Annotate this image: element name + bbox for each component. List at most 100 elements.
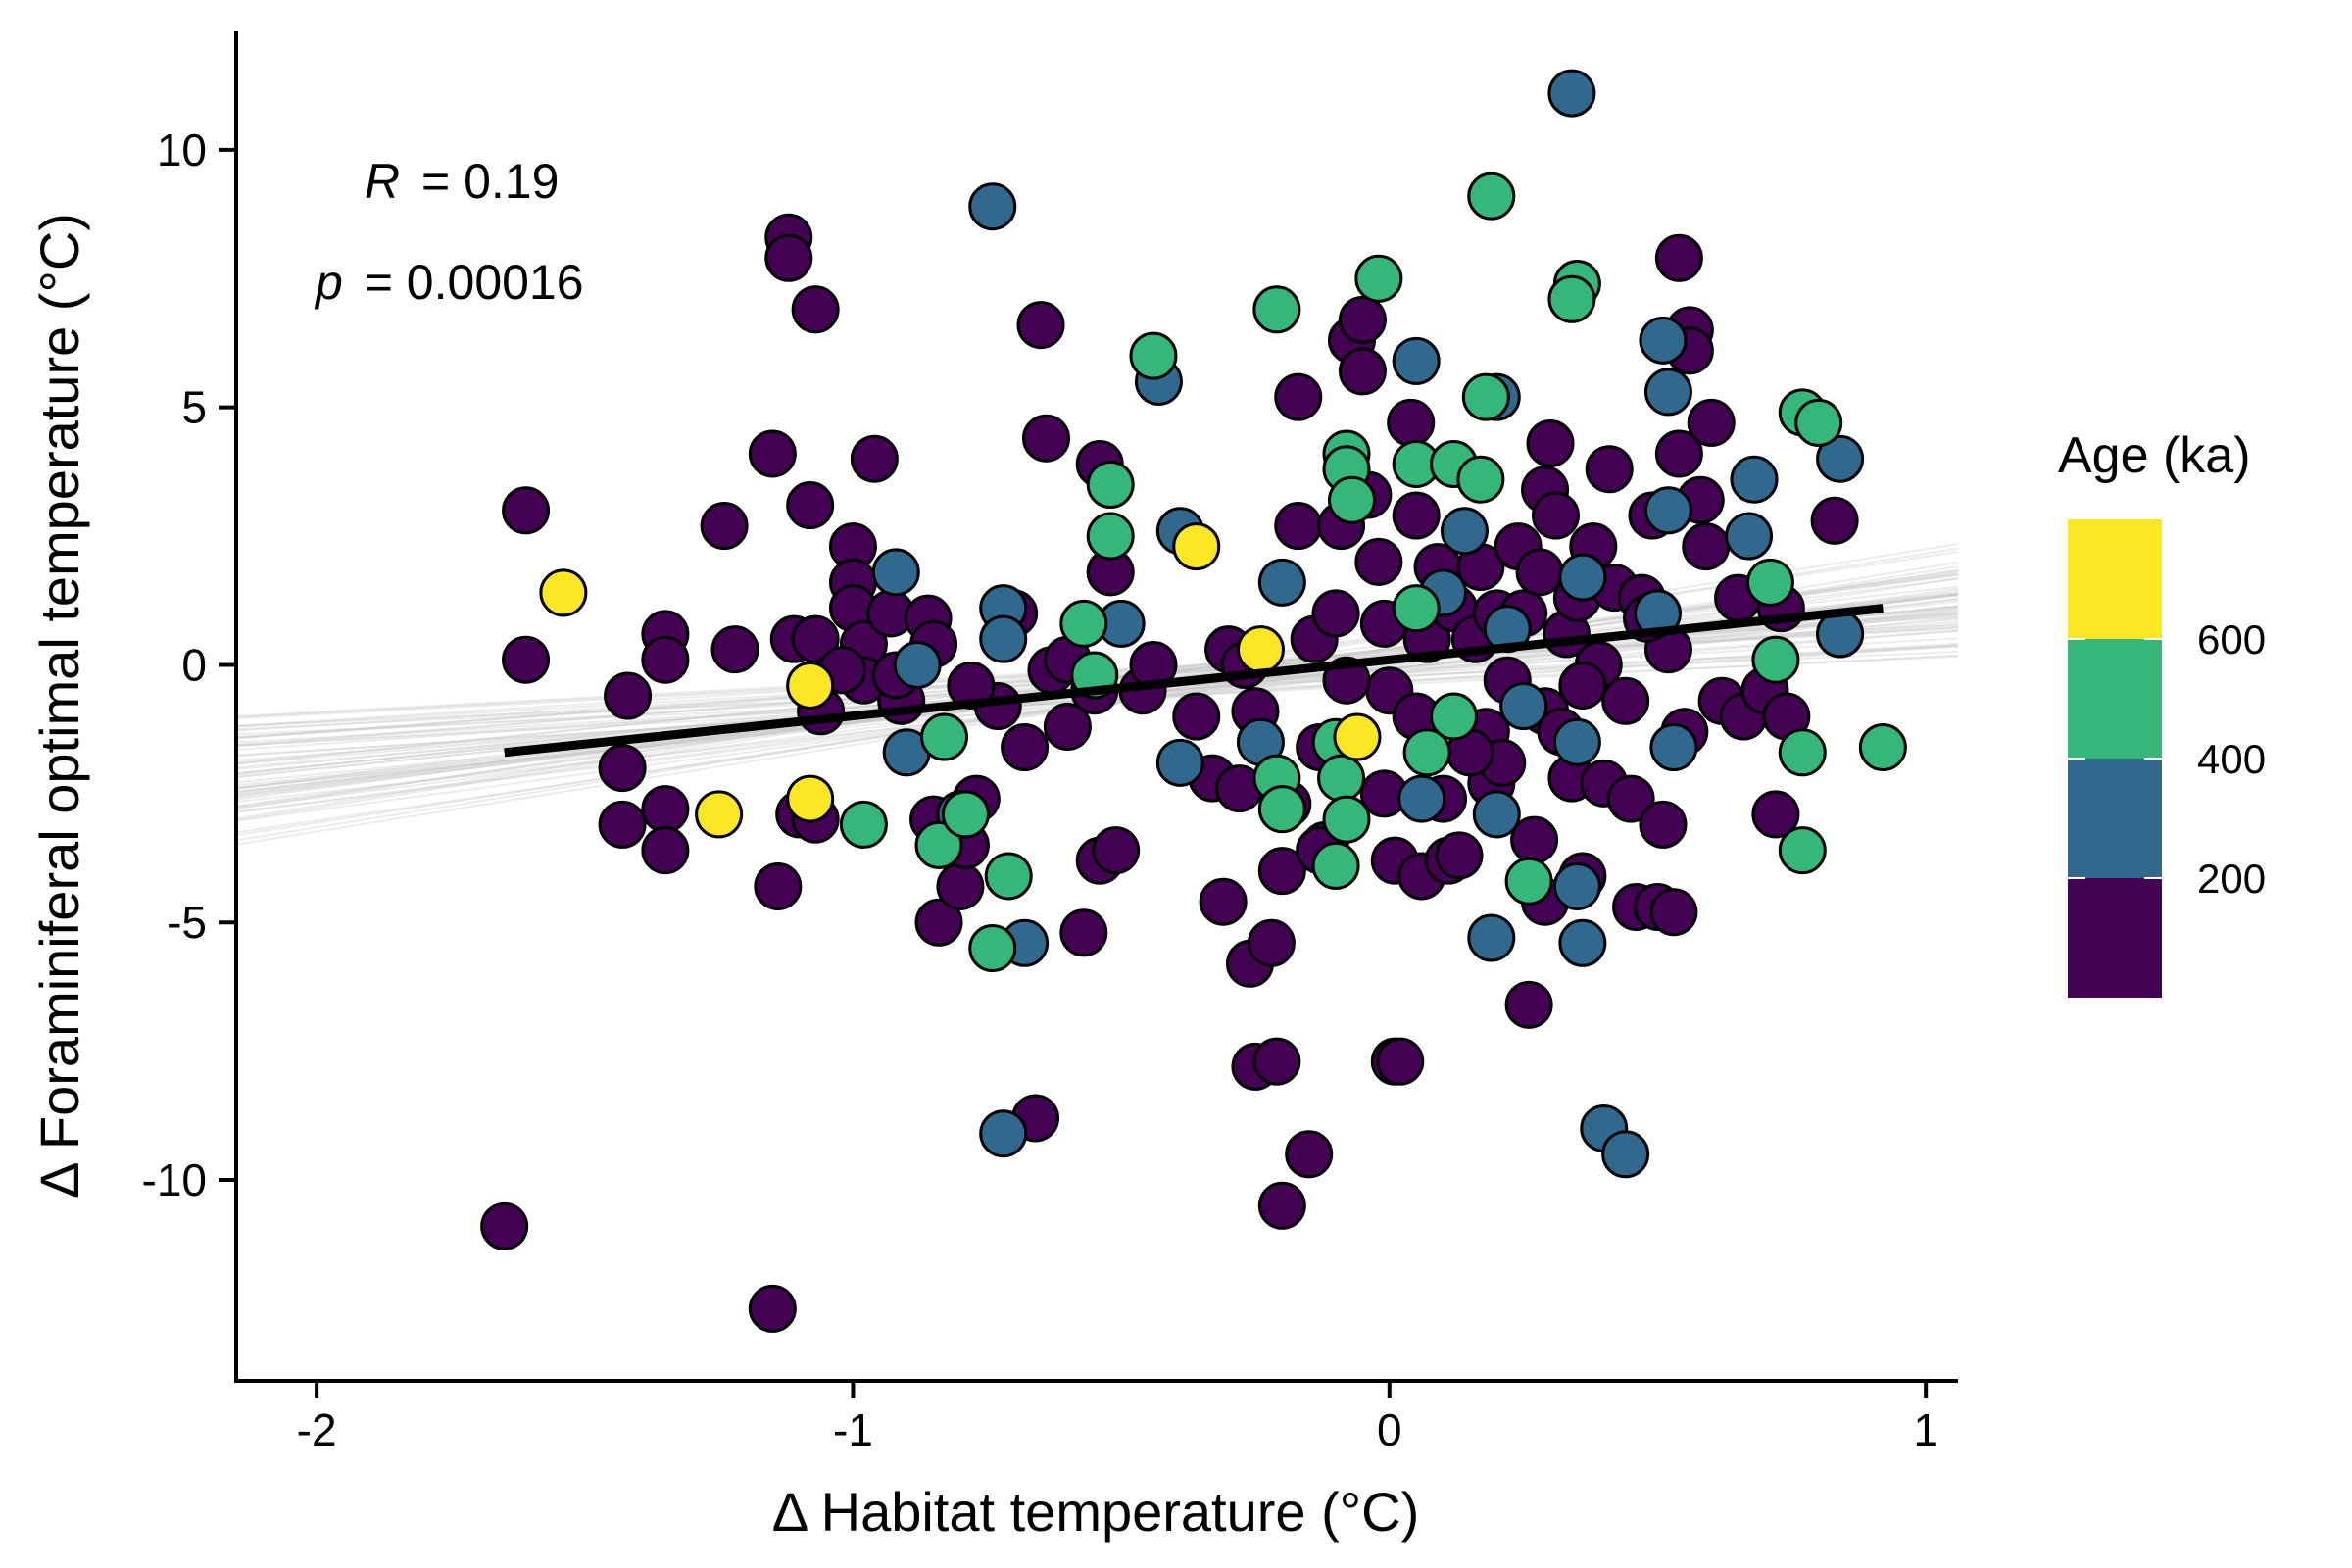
y-tick-label: 10 <box>157 124 207 175</box>
data-point <box>1333 712 1382 761</box>
data-point <box>1552 861 1601 910</box>
data-point <box>1499 682 1548 730</box>
data-point <box>968 924 1017 973</box>
data-point <box>1654 233 1703 282</box>
data-point <box>764 233 813 282</box>
data-point <box>1472 790 1521 839</box>
data-point <box>984 852 1033 901</box>
y-axis-ticks: -10 -5 0 5 10 <box>142 124 236 1205</box>
data-point <box>1745 558 1794 607</box>
data-point <box>1751 790 1800 839</box>
p-statistic: p = 0.00016 <box>314 255 584 310</box>
data-point <box>979 614 1028 663</box>
x-tick-label: 1 <box>1913 1404 1938 1455</box>
data-point <box>1456 455 1505 504</box>
data-point <box>1172 522 1221 571</box>
data-point <box>1547 274 1596 323</box>
data-point <box>604 671 653 720</box>
data-point <box>748 1284 797 1333</box>
data-point <box>598 800 647 849</box>
data-point <box>1059 908 1108 957</box>
data-point <box>1274 372 1323 421</box>
data-point <box>539 568 588 617</box>
r-label: R <box>365 154 400 209</box>
data-point <box>1311 841 1360 890</box>
data-point <box>1585 445 1634 494</box>
legend-title: Age (ka) <box>2058 427 2251 484</box>
data-point <box>1155 738 1204 787</box>
data-point <box>695 790 744 839</box>
data-point <box>1317 754 1366 803</box>
data-point <box>893 640 942 689</box>
data-point <box>1397 774 1446 823</box>
data-point <box>1236 625 1285 674</box>
y-tick-label: 0 <box>181 639 207 690</box>
data-point <box>786 774 835 823</box>
data-point <box>979 1109 1028 1158</box>
data-point <box>1440 507 1489 556</box>
legend-label: 400 <box>2197 736 2266 782</box>
legend-color-bin <box>2068 878 2162 998</box>
data-point <box>1199 877 1248 926</box>
data-point <box>641 635 690 684</box>
data-point <box>1086 461 1135 510</box>
data-point <box>1751 635 1800 684</box>
legend-labels: 600 400 200 <box>2068 616 2266 902</box>
data-point <box>871 548 920 597</box>
data-point <box>786 661 835 710</box>
data-point <box>1639 316 1688 365</box>
x-tick-label: -2 <box>297 1404 337 1455</box>
data-point <box>710 625 760 674</box>
data-point <box>1606 774 1655 823</box>
data-point <box>968 182 1017 231</box>
data-point <box>1257 558 1306 607</box>
data-point <box>1531 491 1580 540</box>
regression-line <box>504 604 1884 758</box>
data-point <box>1172 692 1221 741</box>
data-point <box>1504 980 1553 1029</box>
data-point <box>839 800 888 849</box>
r-statistic: R = 0.19 <box>365 154 559 209</box>
data-point <box>1327 475 1376 524</box>
data-point <box>1467 172 1516 220</box>
x-tick-label: 0 <box>1377 1404 1402 1455</box>
data-point <box>914 820 963 869</box>
data-point <box>1778 826 1827 875</box>
x-axis-ticks: -2 -1 0 1 <box>297 1381 1938 1455</box>
r-value: = 0.19 <box>421 154 559 209</box>
data-point <box>1059 599 1108 648</box>
data-point <box>1392 336 1441 385</box>
data-point <box>1643 486 1692 535</box>
data-point <box>1504 857 1553 906</box>
data-point <box>1547 69 1596 118</box>
data-point <box>920 712 969 761</box>
data-point <box>1816 434 1865 483</box>
data-point <box>1392 491 1441 540</box>
stats-annotation: R = 0.19 p = 0.00016 <box>314 154 584 310</box>
p-value: = 0.00016 <box>365 255 584 310</box>
data-point <box>1022 414 1071 463</box>
y-axis-title: Δ Foraminiferal optimal temperature (°C) <box>28 213 90 1199</box>
data-point <box>1526 418 1575 467</box>
y-tick-label: -5 <box>167 897 207 948</box>
data-point <box>1257 1181 1306 1230</box>
data-point <box>1558 661 1607 710</box>
data-point <box>1558 918 1607 967</box>
legend-label: 600 <box>2197 616 2266 662</box>
data-point <box>850 434 899 483</box>
data-point <box>1461 372 1510 421</box>
data-point <box>1643 368 1692 416</box>
data-point <box>1322 795 1371 844</box>
data-point <box>1552 717 1601 766</box>
data-point <box>1354 537 1403 586</box>
p-label: p <box>314 255 343 310</box>
data-point <box>1402 728 1451 777</box>
data-point <box>1730 455 1779 504</box>
data-point <box>1858 723 1907 772</box>
axes <box>234 31 1958 1383</box>
data-point <box>641 826 690 875</box>
data-point <box>1794 398 1843 447</box>
legend-color-bin <box>2068 759 2162 878</box>
data-point <box>1687 398 1736 447</box>
